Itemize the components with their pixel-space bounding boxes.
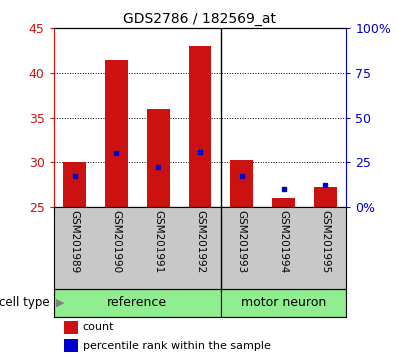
Text: ▶: ▶ xyxy=(56,298,64,308)
Bar xyxy=(63,162,86,207)
Bar xyxy=(314,187,337,207)
Text: GSM201990: GSM201990 xyxy=(111,210,121,273)
Bar xyxy=(189,46,211,207)
Text: count: count xyxy=(83,322,114,332)
Bar xyxy=(64,339,78,352)
Text: GSM201992: GSM201992 xyxy=(195,210,205,273)
Text: cell type: cell type xyxy=(0,296,50,309)
Bar xyxy=(230,160,253,207)
Bar xyxy=(272,198,295,207)
Bar xyxy=(54,289,221,317)
Bar xyxy=(64,321,78,333)
Bar xyxy=(147,109,170,207)
Title: GDS2786 / 182569_at: GDS2786 / 182569_at xyxy=(123,12,277,26)
Text: GSM201994: GSM201994 xyxy=(279,210,289,273)
Text: GSM201989: GSM201989 xyxy=(70,210,80,273)
Text: percentile rank within the sample: percentile rank within the sample xyxy=(83,341,271,351)
Text: motor neuron: motor neuron xyxy=(241,296,326,309)
Text: GSM201993: GSM201993 xyxy=(237,210,247,273)
Bar xyxy=(221,289,346,317)
Text: reference: reference xyxy=(107,296,168,309)
Bar xyxy=(105,59,128,207)
Text: GSM201995: GSM201995 xyxy=(320,210,330,273)
Text: GSM201991: GSM201991 xyxy=(153,210,163,273)
